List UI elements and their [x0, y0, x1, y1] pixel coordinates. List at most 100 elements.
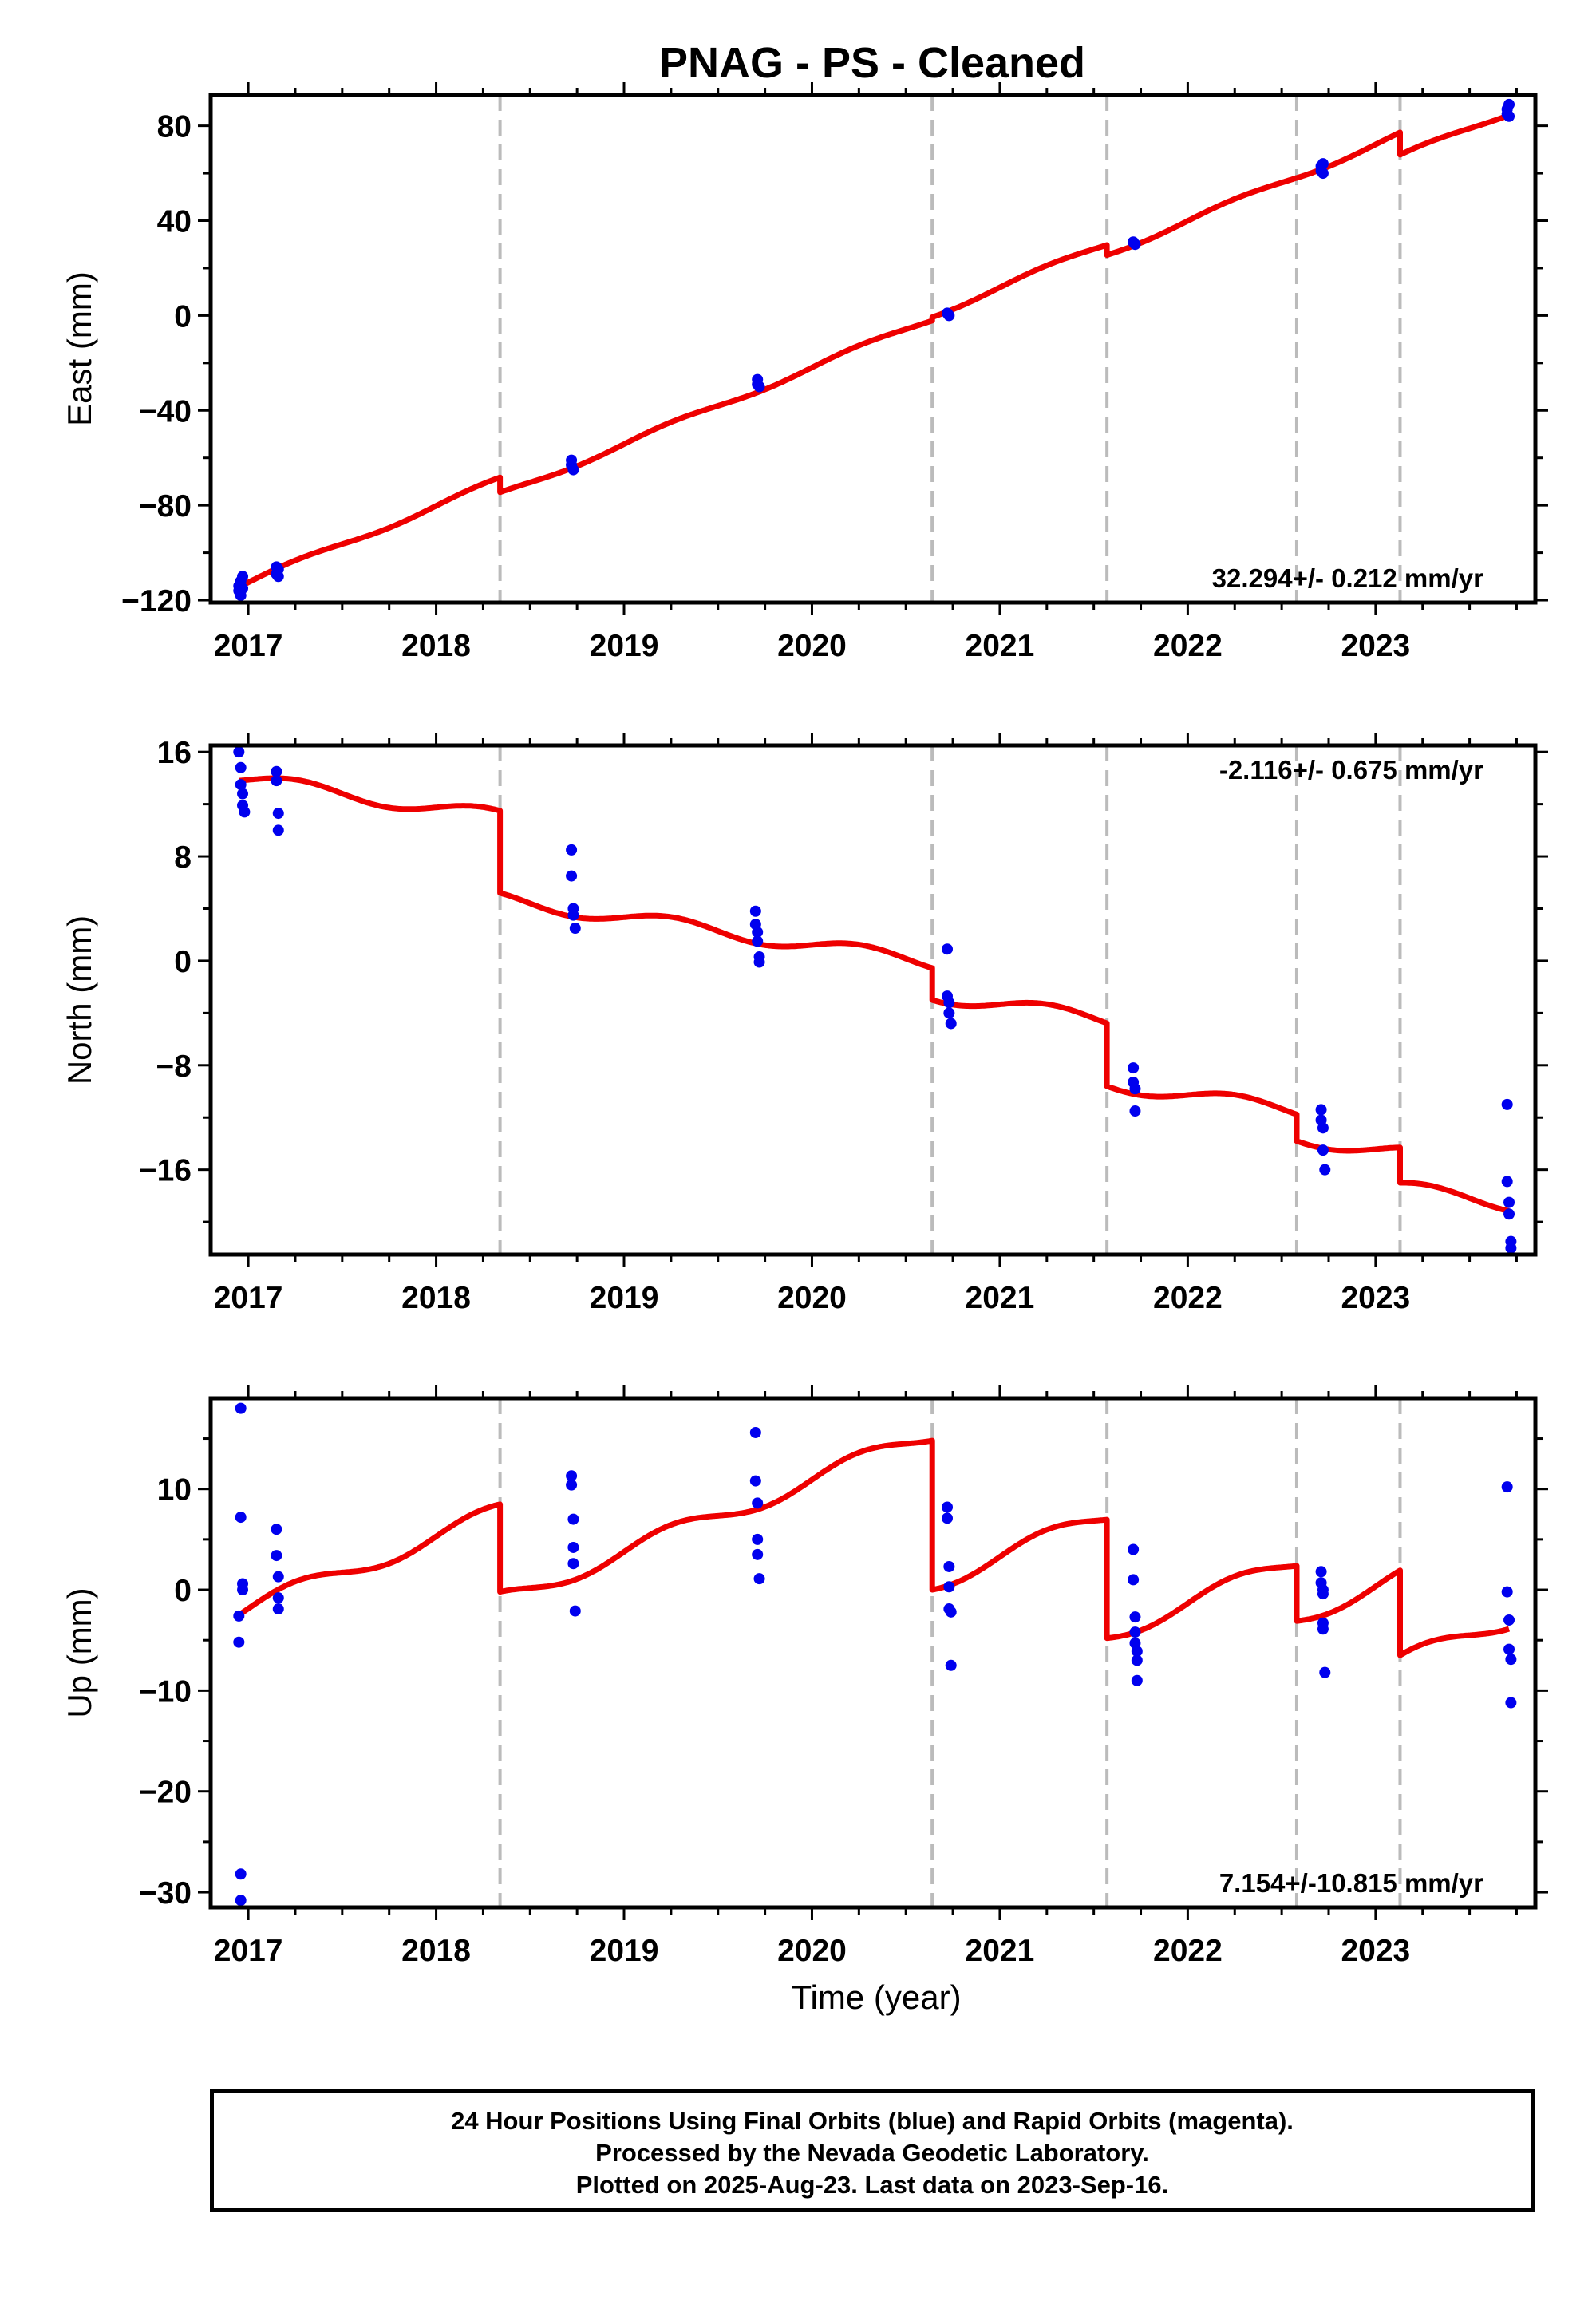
data-point [1501, 1481, 1513, 1493]
x-tick-label: 2018 [401, 1934, 471, 1968]
data-point [1131, 1646, 1143, 1658]
x-tick-label: 2020 [777, 629, 847, 663]
y-tick-label: −80 [139, 489, 192, 524]
data-point [1317, 168, 1329, 180]
data-point [1503, 1196, 1515, 1208]
x-tick-label: 2021 [966, 629, 1035, 663]
data-point [1505, 1242, 1517, 1254]
model-fit-line [237, 113, 1511, 590]
data-point [1503, 98, 1515, 110]
data-point [1315, 1566, 1327, 1578]
data-point [749, 905, 761, 917]
x-tick-label: 2019 [590, 1934, 659, 1968]
data-point [1131, 1654, 1143, 1666]
data-point [945, 1018, 957, 1030]
data-point [271, 765, 282, 777]
data-point [237, 583, 249, 595]
data-point [566, 1479, 578, 1491]
data-point [1501, 1098, 1513, 1110]
north-panel: 2017 2018 2019 2020 2021 2022 2023 −16 −8 0 8 16 Nor… [61, 733, 1548, 1315]
footer-line-2: Processed by the Nevada Geodetic Laborat… [595, 2139, 1149, 2167]
data-point [1319, 1666, 1331, 1678]
data-point [567, 464, 579, 476]
data-point [567, 909, 579, 921]
data-point [1317, 158, 1329, 170]
data-point [566, 844, 578, 856]
data-point [1129, 1626, 1141, 1638]
data-point [943, 1007, 955, 1019]
data-point [945, 1659, 957, 1671]
data-point [566, 1470, 578, 1482]
x-tick-label: 2018 [401, 1281, 471, 1315]
model-fit-line [237, 775, 1511, 1214]
data-point [1129, 239, 1141, 251]
x-tick-label: 2019 [590, 629, 659, 663]
y-tick-label: −16 [139, 1154, 192, 1188]
data-point [1503, 1643, 1515, 1655]
data-point [567, 1541, 579, 1553]
data-point [1128, 1062, 1140, 1074]
y-tick-label: 0 [174, 299, 192, 334]
data-point [272, 1603, 284, 1615]
data-point [272, 824, 284, 836]
data-point [1315, 1104, 1327, 1116]
data-point [233, 746, 245, 758]
y-tick-label: 80 [157, 110, 192, 144]
footer-line-1: 24 Hour Positions Using Final Orbits (bl… [451, 2107, 1294, 2135]
x-tick-label: 2020 [777, 1281, 847, 1315]
data-point [569, 923, 581, 935]
data-point [272, 1571, 284, 1583]
data-point [271, 1524, 282, 1535]
x-tick-label: 2019 [590, 1281, 659, 1315]
y-tick-label: −120 [121, 584, 192, 619]
data-point [943, 997, 955, 1009]
y-tick-label: 10 [157, 1473, 192, 1508]
plot-frame [208, 93, 1538, 605]
data-point [1129, 1105, 1141, 1117]
data-point [1128, 1574, 1140, 1586]
x-tick-label: 2017 [214, 629, 283, 663]
data-point [237, 571, 249, 583]
data-point [235, 1868, 247, 1880]
data-point [235, 761, 247, 773]
up-panel: 2017 2018 2019 2020 2021 2022 2023 −30 −20 −10 0 10… [61, 1385, 1548, 2016]
y-axis-label: North (mm) [61, 915, 98, 1085]
data-point [1319, 1164, 1331, 1176]
figure-title: PNAG - PS - Cleaned [659, 39, 1085, 87]
y-tick-label: −30 [139, 1876, 192, 1911]
data-point [1503, 1208, 1515, 1220]
data-point [752, 1548, 764, 1560]
data-point [749, 1426, 761, 1438]
data-point [235, 1512, 247, 1524]
data-point [1501, 1176, 1513, 1188]
data-point [233, 1610, 245, 1622]
x-tick-label: 2017 [214, 1934, 283, 1968]
data-point [752, 935, 764, 947]
data-point [753, 956, 765, 968]
data-point [1505, 1697, 1517, 1709]
data-point [942, 943, 954, 955]
data-point [235, 1895, 247, 1907]
data-point [749, 1475, 761, 1487]
data-point [1131, 1674, 1143, 1686]
data-point [942, 1512, 954, 1524]
y-tick-label: 8 [174, 840, 192, 875]
data-point [943, 1581, 955, 1593]
data-point [1317, 1623, 1329, 1635]
data-point [943, 1560, 955, 1572]
model-fit-line [237, 1437, 1511, 1658]
x-tick-label: 2018 [401, 629, 471, 663]
velocity-rate-label: 32.294+/- 0.212 mm/yr [1212, 563, 1483, 593]
footer-line-3: Plotted on 2025-Aug-23. Last data on 202… [575, 2171, 1169, 2199]
data-point [1317, 1588, 1329, 1600]
data-point [1503, 110, 1515, 122]
data-point [271, 1550, 282, 1562]
x-tick-label: 2021 [966, 1934, 1035, 1968]
data-point [943, 310, 955, 322]
x-tick-label: 2021 [966, 1281, 1035, 1315]
x-axis-label: Time (year) [791, 1978, 961, 2016]
data-point [567, 1558, 579, 1570]
data-point [272, 571, 284, 583]
data-point [237, 1584, 249, 1596]
x-tick-label: 2017 [214, 1281, 283, 1315]
